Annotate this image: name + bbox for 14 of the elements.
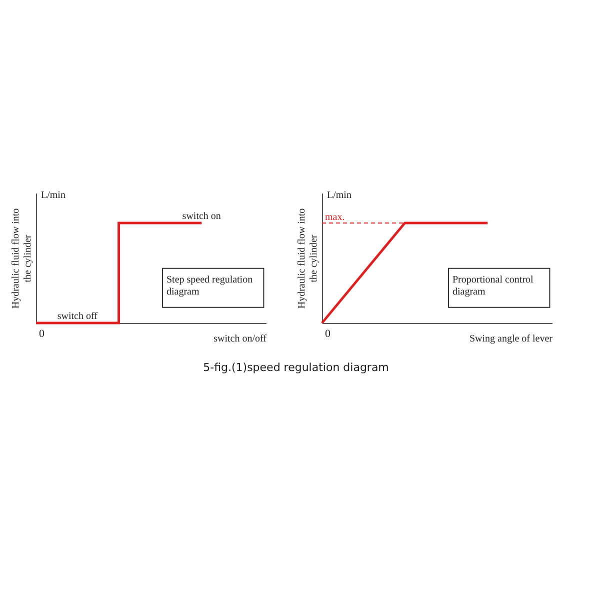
annotation: Step speed regulation diagram (166, 274, 253, 298)
text: L/min (41, 190, 66, 201)
text: 0 (325, 328, 331, 340)
annotation: Proportional control diagram (452, 274, 534, 298)
annotation: switch on (182, 211, 221, 222)
annotation: switch off (57, 311, 98, 322)
x-axis-title: Swing angle of lever (469, 334, 554, 344)
ref-line-label: max. (325, 212, 345, 223)
x-axis-title: switch on/off (214, 334, 268, 344)
y-axis-title: Hydraulic fluid flow into the cylinder (296, 208, 320, 309)
text: 0 (39, 328, 45, 340)
y-axis-title: Hydraulic fluid flow into the cylinder (10, 208, 34, 309)
text: 5-fig.(1)speed regulation diagram (203, 361, 389, 374)
text: L/min (327, 190, 352, 201)
